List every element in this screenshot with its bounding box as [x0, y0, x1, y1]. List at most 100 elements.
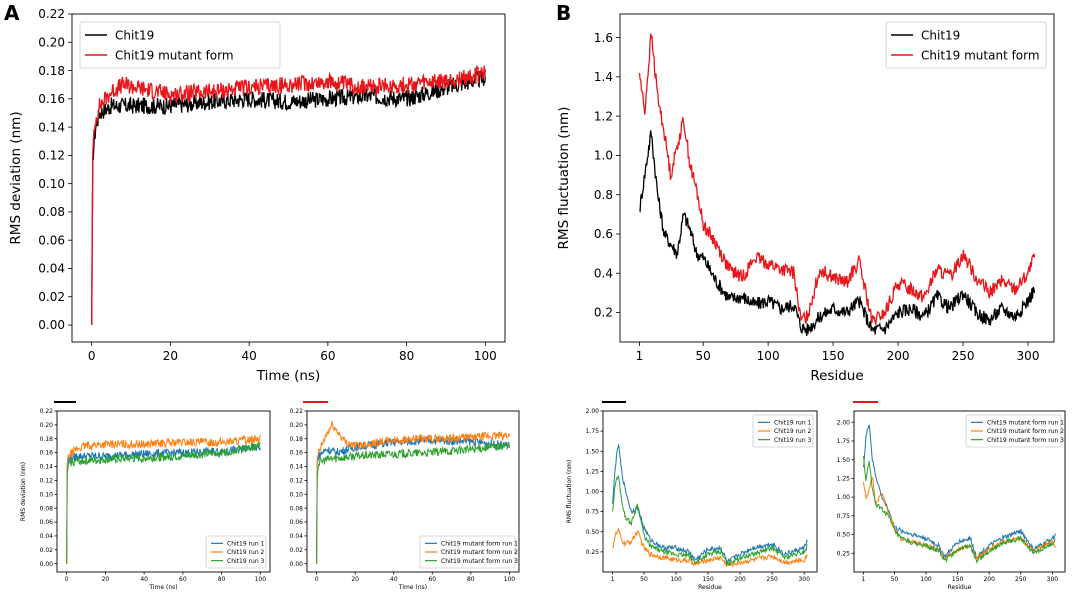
y-tick-label: 0.12: [40, 477, 54, 484]
x-tick-label: 40: [140, 576, 148, 583]
x-axis-label: Residue: [948, 584, 972, 591]
x-tick-label: 100: [757, 349, 780, 363]
y-tick-label: 0.2: [594, 306, 613, 320]
legend: Chit19 run 1Chit19 run 2Chit19 run 3: [206, 536, 266, 568]
legend-label: Chit19 mutant form run 3: [987, 437, 1064, 444]
y-tick-label: 1.25: [837, 475, 851, 482]
x-tick-label: 40: [390, 576, 398, 583]
x-axis-label: Time (ns): [256, 368, 320, 384]
y-tick-label: 0.00: [38, 318, 65, 332]
x-tick-label: 250: [766, 576, 778, 583]
x-tick-label: 1: [611, 576, 615, 583]
x-tick-label: 100: [920, 576, 932, 583]
y-axis-label: RMS deviation (nm): [8, 111, 24, 244]
y-tick-label: 0.14: [38, 120, 65, 134]
legend-label: Chit19 mutant form: [921, 48, 1040, 62]
x-tick-label: 300: [1047, 576, 1059, 583]
y-tick-label: 0.16: [38, 92, 65, 106]
x-tick-label: 0: [88, 349, 96, 363]
x-tick-label: 0: [315, 576, 319, 583]
y-tick-label: 0.02: [290, 547, 304, 554]
y-axis-label: RMS deviation (nm): [20, 462, 27, 521]
x-tick-label: 100: [504, 576, 516, 583]
y-tick-label: 0.22: [40, 408, 54, 415]
y-tick-label: 0.06: [40, 519, 54, 526]
x-tick-label: 50: [696, 349, 711, 363]
panel-letter-b: B: [556, 1, 571, 25]
legend-label: Chit19 mutant form run 1: [441, 540, 518, 547]
figure: A B 0 20 40 60 80 1000.000.020.040.060.080.10…: [0, 0, 1072, 593]
legend: Chit19 mutant form run 1 Chit19 mutant fo…: [966, 415, 1064, 447]
legend-label: Chit19 run 1: [227, 540, 265, 547]
x-axis-label: Time (ns): [398, 584, 427, 591]
x-axis-label: Time (ns): [148, 584, 177, 591]
x-tick-label: 1: [636, 349, 644, 363]
legend-label: Chit19 mutant form run 3: [441, 558, 518, 565]
y-axis-label: RMS fluctuation (nm): [566, 460, 573, 524]
y-axis-label: RMS fluctuation (nm): [556, 107, 572, 250]
legend-label: Chit19 mutant form run 1: [987, 419, 1064, 426]
x-tick-label: 1: [862, 576, 866, 583]
y-tick-label: 1.4: [594, 70, 613, 84]
x-tick-label: 20: [163, 349, 178, 363]
x-tick-label: 100: [255, 576, 267, 583]
x-tick-label: 80: [218, 576, 226, 583]
y-tick-label: 0.75: [837, 513, 851, 520]
x-tick-label: 100: [670, 576, 682, 583]
y-tick-label: 0.16: [290, 450, 304, 457]
x-tick-label: 50: [891, 576, 899, 583]
y-tick-label: 0.08: [38, 205, 65, 219]
y-tick-label: 1.00: [837, 494, 851, 501]
y-tick-label: 0.02: [40, 547, 54, 554]
y-tick-label: 0.08: [290, 505, 304, 512]
x-tick-label: 0: [65, 576, 69, 583]
x-tick-label: 200: [983, 576, 995, 583]
legend-label: Chit19 mutant form run 2: [441, 549, 518, 556]
legend-label: Chit19 mutant form run 2: [987, 428, 1064, 435]
legend-label: Chit19 run 2: [774, 428, 812, 435]
legend: Chit19 Chit19 mutant form: [80, 22, 280, 68]
x-axis-label: Residue: [698, 584, 722, 591]
legend: Chit19 run 1 Chit19 run 2 Chit19 run 3: [753, 415, 813, 447]
x-tick-label: 60: [320, 349, 335, 363]
y-tick-label: 0.12: [38, 149, 65, 163]
y-tick-label: 2.00: [837, 419, 851, 426]
y-tick-label: 0.14: [40, 464, 54, 471]
y-tick-label: 0.06: [38, 233, 65, 247]
x-tick-label: 20: [102, 576, 110, 583]
y-tick-label: 0.12: [290, 477, 304, 484]
legend-label: Chit19 mutant form: [115, 48, 234, 62]
x-tick-label: 20: [351, 576, 359, 583]
legend-label: Chit19 run 3: [774, 437, 812, 444]
x-axis-label: Residue: [810, 368, 863, 384]
legend-label: Chit19 run 1: [774, 419, 812, 426]
y-tick-label: 0.02: [38, 290, 65, 304]
y-tick-label: 1.75: [586, 428, 600, 435]
y-tick-label: 1.25: [586, 468, 600, 475]
x-tick-label: 40: [241, 349, 256, 363]
x-tick-label: 200: [887, 349, 910, 363]
y-tick-label: 0.06: [290, 519, 304, 526]
x-tick-label: 300: [1017, 349, 1040, 363]
y-tick-label: 0.22: [290, 408, 304, 415]
legend: Chit19 Chit19 mutant form: [886, 22, 1046, 68]
x-tick-label: 250: [1015, 576, 1027, 583]
y-tick-label: 0.22: [38, 7, 65, 21]
y-tick-label: 0.25: [837, 550, 851, 557]
y-tick-label: 0.75: [586, 509, 600, 516]
panel-letter-a: A: [4, 1, 20, 25]
y-tick-label: 0.04: [290, 533, 304, 540]
y-tick-label: 1.0: [594, 149, 613, 163]
y-tick-label: 2.00: [586, 408, 600, 415]
y-tick-label: 0.20: [40, 422, 54, 429]
y-tick-label: 1.75: [837, 438, 851, 445]
x-tick-label: 60: [428, 576, 436, 583]
y-tick-label: 0.20: [38, 35, 65, 49]
y-tick-label: 1.50: [837, 457, 851, 464]
y-tick-label: 0.6: [594, 227, 613, 241]
x-tick-label: 150: [822, 349, 845, 363]
y-tick-label: 0.14: [290, 464, 304, 471]
x-tick-label: 80: [467, 576, 475, 583]
y-tick-label: 0.08: [40, 505, 54, 512]
y-tick-label: 0.8: [594, 188, 613, 202]
